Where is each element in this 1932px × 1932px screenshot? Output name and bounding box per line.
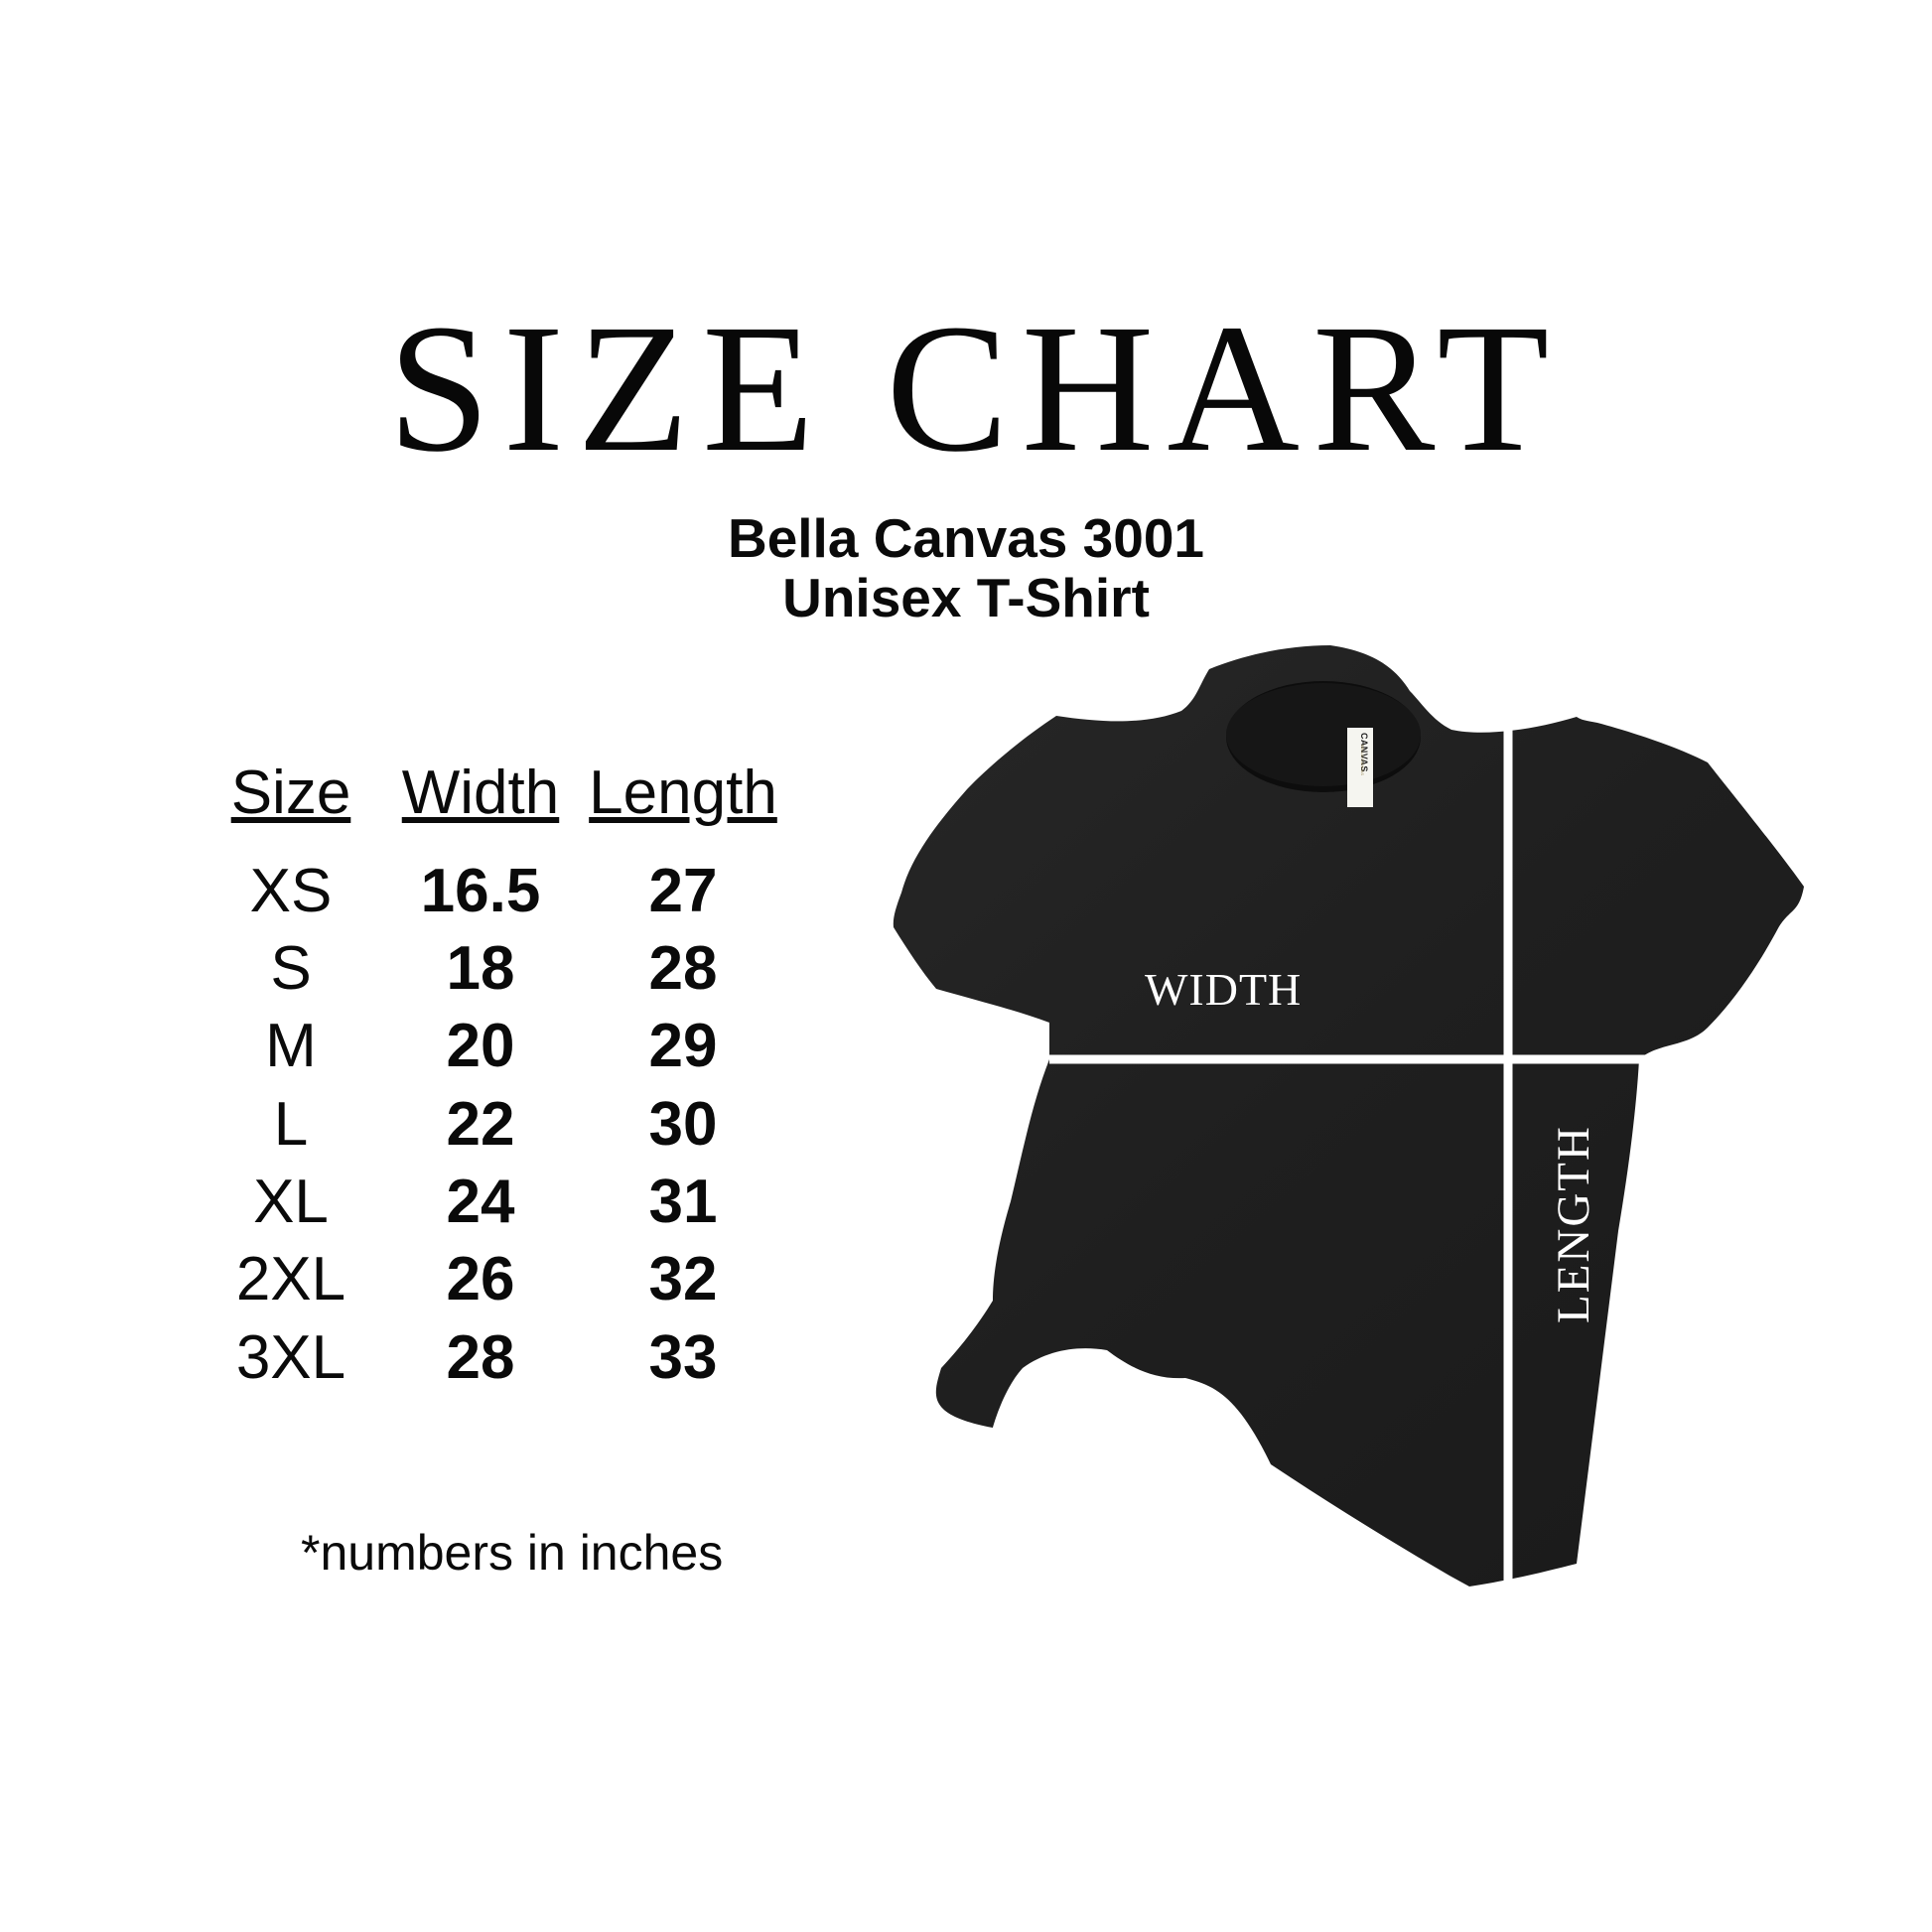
svg-text:BELLA+CANVAS: BELLA+CANVAS [1360, 745, 1365, 775]
